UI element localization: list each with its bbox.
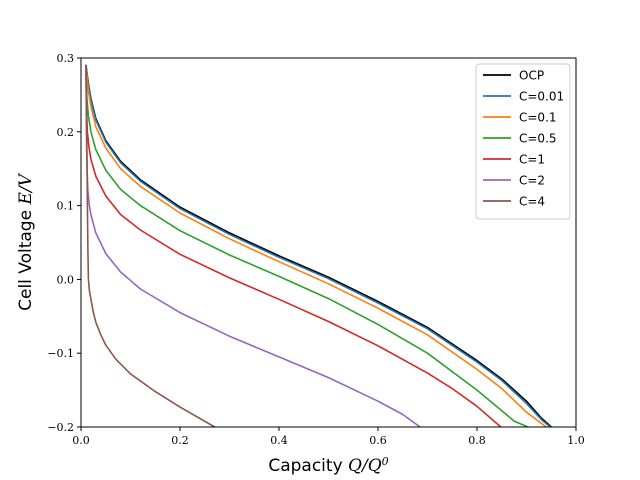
y-tick-label-1: −0.1 bbox=[47, 347, 74, 360]
axes-frame bbox=[80, 57, 577, 428]
plot-area bbox=[85, 64, 553, 427]
legend: OCP C=0.01 C=0.1 C=0.5 C=1 C=2 C=4 bbox=[475, 63, 571, 220]
x-axis-label-sup: 0 bbox=[382, 455, 389, 468]
series-line-3 bbox=[85, 66, 529, 427]
y-tick-label-4: 0.2 bbox=[57, 126, 75, 139]
y-tick-label-5: 0.3 bbox=[57, 52, 75, 65]
x-tick-label-1: 0.2 bbox=[171, 434, 189, 447]
legend-label-6: C=4 bbox=[519, 195, 545, 209]
x-tick-label-2: 0.4 bbox=[270, 434, 288, 447]
legend-label-2: C=0.1 bbox=[519, 111, 557, 125]
legend-label-1: C=0.01 bbox=[519, 90, 564, 104]
x-tick-label-5: 1.0 bbox=[567, 434, 585, 447]
y-axis-label: Cell Voltage E/V bbox=[16, 172, 36, 310]
x-axis-label-math: Q/Q bbox=[348, 456, 382, 476]
y-axis-label-math: E/V bbox=[16, 172, 36, 205]
x-tick-label-0: 0.0 bbox=[72, 434, 90, 447]
axes: 0.0 0.2 0.4 0.6 0.8 1.0 −0.2 −0.1 0.0 0.1 0.2 0.3 bbox=[47, 52, 584, 447]
legend-label-3: C=0.5 bbox=[519, 132, 557, 146]
x-axis-label-text: Capacity bbox=[268, 456, 348, 476]
series-line-4 bbox=[85, 66, 502, 427]
x-axis-label: Capacity Q/Q0 bbox=[268, 455, 388, 477]
y-tick-label-3: 0.1 bbox=[57, 200, 75, 213]
series-line-2 bbox=[85, 66, 548, 427]
x-tick-label-3: 0.6 bbox=[369, 434, 387, 447]
series-line-5 bbox=[85, 66, 421, 427]
y-tick-label-2: 0.0 bbox=[57, 273, 75, 286]
legend-label-4: C=1 bbox=[519, 153, 545, 167]
series-line-6 bbox=[85, 66, 216, 427]
legend-label-0: OCP bbox=[519, 69, 544, 83]
x-tick-label-4: 0.8 bbox=[468, 434, 486, 447]
y-axis-label-text: Cell Voltage bbox=[16, 205, 36, 311]
y-tick-label-0: −0.2 bbox=[47, 421, 74, 434]
series-line-1 bbox=[85, 65, 552, 427]
legend-label-5: C=2 bbox=[519, 174, 545, 188]
